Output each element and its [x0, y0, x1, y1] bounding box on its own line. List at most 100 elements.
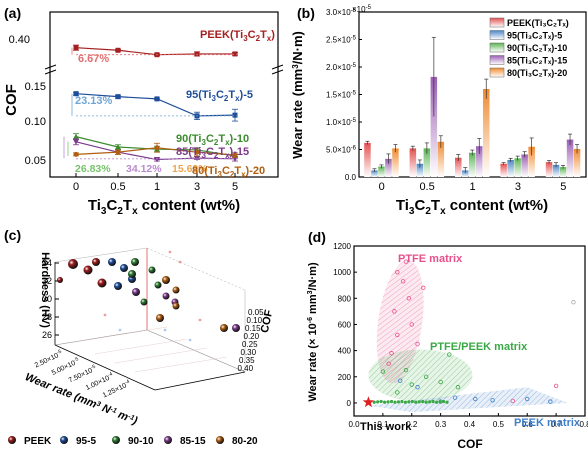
- legend-label-c: 80-20: [232, 436, 258, 447]
- data-point-c: [120, 264, 128, 272]
- legend-swatch-b: [489, 42, 505, 53]
- projection-point-c: [118, 328, 122, 332]
- legend-marker-c: [8, 436, 16, 444]
- data-point-d: [473, 396, 478, 402]
- panel-b: ×10-5 0.0 5.0×10-6 1.0×10-5 1.5×10-5 2.0×10-…: [290, 5, 587, 217]
- ytick-a-015: 0.15: [25, 81, 46, 93]
- ylabel-a: COF: [3, 84, 20, 116]
- legend-marker-c: [216, 436, 224, 444]
- data-point-c: [131, 258, 139, 266]
- annotation-a: 23.13%: [75, 95, 113, 107]
- y-axis-c: [154, 371, 246, 391]
- ytick-label-b: 2.0×10-5: [326, 63, 357, 72]
- xlabel-c: Wear rate (mm3 N-1 m-1): [23, 371, 139, 427]
- bar: [469, 152, 476, 177]
- data-point-d: [423, 374, 429, 379]
- xtick-label-d: 0.0: [348, 420, 360, 429]
- label-90-10: 90(Ti3C2Tx)-10: [176, 133, 249, 147]
- data-point-d: [409, 322, 414, 327]
- annotation-a: 15.63%: [172, 163, 208, 175]
- xtick-label-d: 0.2: [406, 420, 418, 429]
- projection-point-c: [188, 338, 192, 342]
- xtick-label-d: 0.6: [522, 420, 534, 429]
- bar: [573, 148, 581, 177]
- data-point-d: [403, 259, 409, 264]
- xtick-label-b: 0.5: [419, 181, 434, 193]
- bar: [430, 76, 438, 177]
- data-point-c: [114, 282, 122, 290]
- ztick-label-c: 28: [42, 312, 52, 322]
- xtick-label-a: 0.5: [110, 181, 125, 193]
- data-point-d: [396, 400, 401, 404]
- data-point-a: [194, 51, 200, 57]
- data-point-d: [553, 383, 559, 389]
- data-point-d: [386, 361, 391, 366]
- legend-label-b: 80(Ti₃C₂Tₓ)-20: [507, 68, 567, 78]
- legend-label-c: PEEK: [24, 436, 52, 447]
- ytick-label-c: 0.05: [248, 308, 264, 317]
- regions-d: [368, 260, 568, 413]
- data-point-c: [57, 277, 63, 283]
- annotation-a: 6.67%: [78, 53, 109, 65]
- zlabel-c: Hardness (HV): [39, 252, 51, 328]
- data-point-d: [415, 341, 420, 347]
- data-point-d: [409, 382, 414, 387]
- xtick-label-b: 5: [560, 181, 566, 193]
- data-point-d: [392, 309, 397, 314]
- xticks-d: 0.0 0.1 0.2 0.3 0.4 0.5 0.6 0.7 0.8: [348, 413, 588, 429]
- bar: [566, 139, 574, 177]
- data-point-c: [132, 288, 140, 296]
- legend-swatch-b: [489, 67, 505, 78]
- ytick-label-b: 3.0×10-5: [326, 8, 357, 17]
- legend-label-b: 85(Ti₃C₂Tₓ)-15: [507, 56, 567, 66]
- ytick-label-b: 1.5×10-5: [326, 91, 357, 100]
- data-point-c: [220, 324, 228, 332]
- data-point-c: [83, 265, 93, 275]
- projection-point-c: [103, 313, 107, 317]
- data-point-d: [452, 395, 458, 400]
- legend-swatch-b: [489, 30, 505, 40]
- region-label-ptfe-peek: PTFE/PEEK matrix: [430, 341, 528, 353]
- legend-swatch-b: [489, 55, 505, 65]
- bar: [385, 158, 392, 177]
- label-95-5: 95(Ti3C2Tx)-5: [186, 89, 253, 103]
- data-point-a: [194, 149, 200, 155]
- legend-label-b: 90(Ti₃C₂Tₓ)-10: [507, 43, 567, 53]
- panel-label-b: (b): [297, 5, 315, 21]
- bar: [552, 164, 560, 177]
- data-point-a: [73, 45, 79, 51]
- data-point-d: [414, 400, 418, 404]
- legend-label-c: 90-10: [128, 436, 154, 447]
- x-axis-c: [54, 344, 156, 391]
- scale-exponent-b: ×10-5: [352, 5, 372, 14]
- data-point-d: [389, 399, 394, 404]
- this-work-star: [362, 396, 375, 408]
- data-point-c: [128, 270, 136, 278]
- yticks-c: 0.050.100.150.200.250.300.350.40: [238, 308, 265, 373]
- data-point-d: [421, 399, 425, 404]
- label-peek: PEEK(Ti3C2Tx): [200, 29, 275, 43]
- region-peek: [368, 387, 568, 413]
- data-point-c: [172, 286, 180, 294]
- annotation-a: 26.83%: [75, 163, 111, 175]
- data-point-d: [372, 400, 376, 404]
- ztick-label-c: 26: [42, 330, 52, 340]
- data-point-c: [154, 281, 162, 289]
- data-point-d: [380, 369, 386, 374]
- data-point-a: [232, 112, 238, 118]
- annotations-a: 6.67% 23.13% 26.83% 34.12% 15.63%: [63, 47, 240, 175]
- region-ptfe-peek: [368, 349, 473, 402]
- panel-label-d: (d): [308, 229, 326, 245]
- data-point-c: [140, 298, 148, 306]
- ztick-label-c: 32: [42, 276, 52, 286]
- data-point-a: [154, 157, 160, 163]
- panel-d: 0 200 400 600 800 1000 1200 0.0 0.1 0.2 0.3 0.4 0.5…: [307, 242, 588, 451]
- xtick-label-d: 0.7: [551, 420, 563, 429]
- data-point-d: [400, 279, 406, 284]
- data-point-d: [424, 400, 428, 404]
- bar: [528, 146, 535, 177]
- data-point-d: [393, 400, 397, 404]
- bar: [423, 148, 431, 177]
- ytick-a-040: 0.40: [9, 34, 30, 46]
